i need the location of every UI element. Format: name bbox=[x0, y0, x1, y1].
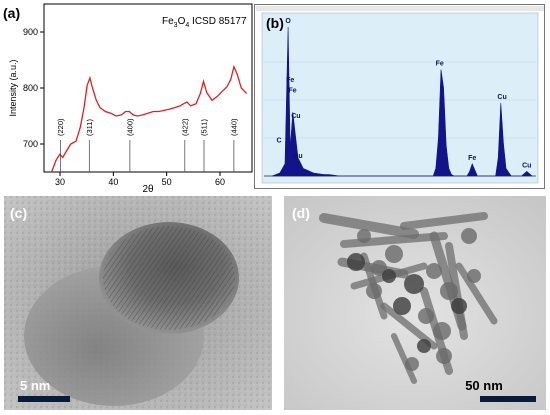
panel-label-a: (a) bbox=[3, 5, 20, 21]
eds-plot-background bbox=[261, 12, 539, 184]
xrd-peak-label-3: (422) bbox=[180, 118, 189, 136]
hrtem-micrograph: (c) 5 nm bbox=[4, 196, 272, 410]
xrd-x-tick-label-60: 60 bbox=[215, 177, 225, 187]
tem-nanoparticle-8 bbox=[433, 322, 451, 340]
eds-chart: (b) O C Fe Fe Cu Cu Fe Fe Cu Cu bbox=[254, 4, 545, 189]
tem-nanoparticle-0 bbox=[347, 253, 365, 271]
tem-nanoparticle-9 bbox=[451, 298, 467, 314]
eds-peak-label-2: Fe bbox=[286, 77, 294, 84]
tem-nanoparticle-7 bbox=[418, 308, 434, 324]
xrd-y-tick-label-800: 800 bbox=[23, 83, 38, 93]
eds-peak-label-6: Fe bbox=[436, 61, 444, 68]
eds-peak-label-5: Cu bbox=[293, 153, 302, 160]
tem-nanoparticle-13 bbox=[436, 348, 452, 364]
eds-window-titlebar bbox=[256, 6, 544, 11]
tem-nanoparticle-11 bbox=[461, 228, 477, 244]
xrd-x-tick-label-50: 50 bbox=[162, 177, 172, 187]
tem-nanoparticle-6 bbox=[393, 297, 411, 315]
eds-peak-label-1: C bbox=[276, 138, 281, 145]
eds-peak-label-4: Cu bbox=[291, 113, 300, 120]
hrtem-scale-bar bbox=[18, 396, 70, 402]
hrtem-scale-label: 5 nm bbox=[20, 378, 50, 393]
panel-label-d: (d) bbox=[292, 205, 310, 221]
tem-nanorod-1 bbox=[340, 232, 448, 248]
tem-scale-label: 50 nm bbox=[465, 378, 503, 393]
tem-nanoparticle-10 bbox=[366, 283, 382, 299]
xrd-peak-label-2: (400) bbox=[125, 118, 134, 136]
panel-b-eds: (b) O C Fe Fe Cu Cu Fe Fe Cu Cu bbox=[254, 4, 546, 190]
xrd-reference-text: Fe3O4 ICSD 85177 bbox=[162, 16, 247, 29]
panel-c-hrtem-image: (c) 5 nm bbox=[4, 196, 272, 410]
xrd-plot-frame bbox=[43, 3, 253, 173]
tem-nanoparticle-14 bbox=[405, 357, 419, 371]
xrd-peak-label-4: (511) bbox=[200, 119, 209, 136]
eds-peak-label-7: Fe bbox=[468, 155, 476, 162]
eds-peak-label-0: O bbox=[285, 18, 291, 25]
tem-nanoparticle-5 bbox=[440, 282, 458, 300]
eds-peak-label-3: Fe bbox=[288, 87, 296, 94]
xrd-y-axis-label: Intensity (a.u.) bbox=[8, 59, 18, 116]
tem-nanorod-11 bbox=[391, 333, 417, 384]
panel-d-tem-image: (d) 50 nm bbox=[284, 196, 546, 410]
panel-label-b: (b) bbox=[266, 15, 284, 31]
xrd-y-tick-label-900: 900 bbox=[23, 27, 38, 37]
eds-peak-label-8: Cu bbox=[497, 94, 506, 101]
tem-nanoparticle-3 bbox=[404, 274, 424, 294]
tem-nanoparticle-17 bbox=[357, 229, 371, 243]
panel-label-c: (c) bbox=[10, 205, 27, 221]
tem-nanoparticle-16 bbox=[467, 269, 481, 283]
xrd-x-tick-label-40: 40 bbox=[108, 177, 118, 187]
tem-micrograph: (d) 50 nm bbox=[284, 196, 546, 410]
xrd-y-tick-label-700: 700 bbox=[23, 139, 38, 149]
xrd-pattern-line bbox=[50, 64, 248, 172]
tem-nanoparticle-cluster bbox=[319, 212, 498, 384]
tem-nanoparticle-2 bbox=[385, 245, 403, 263]
tem-nanorod-10 bbox=[455, 262, 498, 325]
xrd-x-axis-label: 2θ bbox=[142, 184, 154, 195]
tem-nanorod-0 bbox=[319, 213, 419, 239]
xrd-chart: (a) Fe3O4 ICSD 85177 Intensity (a.u.) 2θ… bbox=[3, 3, 253, 195]
tem-nanorod-4 bbox=[400, 212, 488, 230]
tem-nanoparticle-4 bbox=[426, 263, 442, 279]
tem-scale-bar bbox=[480, 396, 536, 402]
xrd-peak-label-0: (220) bbox=[56, 118, 65, 136]
hrtem-lattice-fringes bbox=[103, 226, 235, 330]
eds-peak-label-9: Cu bbox=[522, 162, 531, 169]
panel-a-xrd: (a) Fe3O4 ICSD 85177 Intensity (a.u.) 2θ… bbox=[0, 0, 262, 196]
eds-spectrum-area bbox=[271, 26, 533, 177]
xrd-peak-label-5: (440) bbox=[229, 118, 238, 136]
xrd-peak-label-1: (311) bbox=[85, 119, 94, 136]
tem-nanoparticle-1 bbox=[371, 260, 387, 276]
tem-nanoparticle-12 bbox=[417, 339, 431, 353]
tem-nanoparticle-15 bbox=[382, 269, 396, 283]
xrd-x-tick-label-30: 30 bbox=[55, 177, 65, 187]
